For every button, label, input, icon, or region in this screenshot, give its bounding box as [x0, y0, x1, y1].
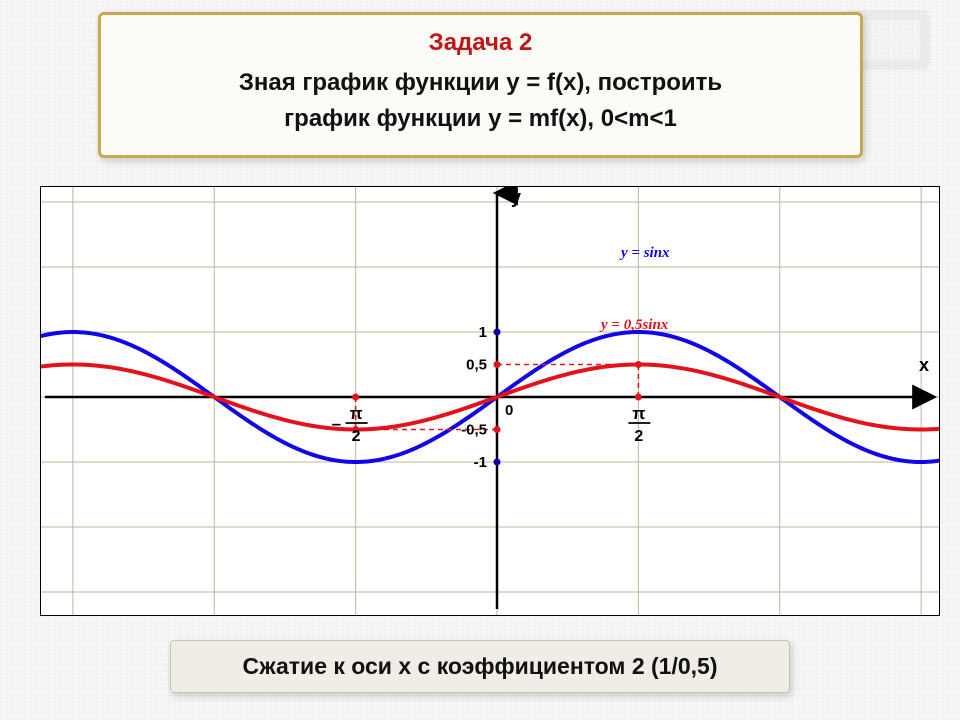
svg-text:-1: -1: [474, 454, 487, 471]
problem-header-box: Задача 2 Зная график функции y = f(x), п…: [98, 12, 863, 158]
svg-text:y = 0,5sinx: y = 0,5sinx: [599, 317, 669, 333]
svg-text:1: 1: [479, 324, 487, 341]
svg-text:π: π: [632, 404, 645, 423]
chart-svg: yx10,50-0,5-1–π2π2y = sinxy = 0,5sinx: [41, 187, 939, 615]
svg-text:x: x: [919, 355, 929, 375]
problem-line-2: график функции y = mf(x), 0<m<1: [121, 101, 840, 137]
footer-text: Сжатие к оси x с коэффициентом 2 (1/0,5): [191, 653, 769, 680]
svg-text:2: 2: [634, 428, 643, 445]
svg-text:-0,5: -0,5: [461, 422, 487, 439]
svg-text:y: y: [511, 187, 521, 207]
problem-line-1: Зная график функции y = f(x), построить: [121, 65, 840, 101]
svg-text:–: –: [332, 414, 341, 433]
svg-text:y = sinx: y = sinx: [619, 245, 670, 261]
svg-text:π: π: [350, 404, 363, 423]
footer-box: Сжатие к оси x с коэффициентом 2 (1/0,5): [170, 640, 790, 693]
svg-text:2: 2: [352, 428, 361, 445]
svg-text:0,5: 0,5: [466, 357, 487, 374]
problem-title: Задача 2: [121, 29, 840, 57]
chart-container: yx10,50-0,5-1–π2π2y = sinxy = 0,5sinx: [40, 186, 940, 616]
svg-text:0: 0: [505, 402, 513, 419]
